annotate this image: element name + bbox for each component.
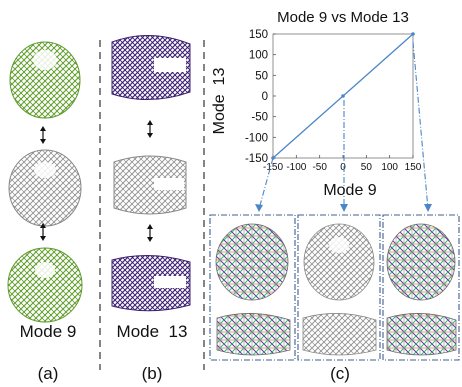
y-tick-label: 150 [249,29,268,41]
x-tick-label: -50 [312,162,327,173]
x-tick-label: 100 [381,162,398,173]
y-tick-label: -100 [245,132,268,144]
x-tick-label: 150 [405,162,422,173]
mode9-structure-bottom [7,247,83,323]
x-tick-label: 50 [361,162,373,173]
inset-box-left [209,214,296,361]
x-axis-title: Mode 9 [323,182,377,199]
mode13-structure-bottom [111,254,191,312]
data-point-2 [411,32,415,36]
panel-c-caption: (c) [330,364,350,383]
double-arrow-b2 [147,224,153,242]
mode9-structure-middle [8,149,82,227]
y-tick-label: 50 [255,70,268,82]
double-arrow-b1 [147,120,153,138]
inset-box-center [297,214,381,361]
panel-a-caption: (a) [37,364,59,383]
inset-left-bottom-structure [216,313,291,356]
panel-b-label: Mode 13 [116,322,188,341]
y-tick-label: -50 [251,112,268,124]
double-arrow-a1 [40,126,46,144]
inset-right-top-structure [386,223,456,301]
inset-center-bottom-structure [302,313,377,356]
y-tick-label: 0 [262,91,268,103]
inset-right-bottom-structure [386,313,457,356]
x-tick-label: -150 [263,162,283,173]
zoom-arrows [258,41,429,210]
panel-a-label: Mode 9 [19,322,77,341]
inset-left-top-structure [215,223,289,301]
double-arrow-a2 [40,223,46,241]
y-tick-label: 100 [249,50,268,62]
x-tick-label: -100 [286,162,306,173]
panel-b-caption: (b) [141,364,163,383]
data-point-1 [341,94,345,98]
mode13-structure-middle [113,155,187,215]
mode13-structure-top [111,35,191,101]
zoom-arrow-left [258,157,274,210]
inset-box-right [382,214,460,361]
chart-title: Mode 9 vs Mode 13 [277,9,409,26]
mode9-structure-top [9,41,81,119]
inset-boxes [209,214,460,361]
x-tick-label: 0 [340,162,346,173]
zoom-arrowheads [255,204,432,212]
inset-center-top-structure [303,223,375,301]
zoom-arrow-right [412,41,429,210]
y-tick-label: -150 [245,153,268,165]
y-axis-title: Mode 13 [211,67,228,135]
